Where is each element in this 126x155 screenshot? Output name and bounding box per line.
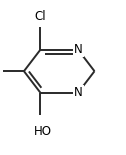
Text: N: N xyxy=(74,43,83,56)
Text: N: N xyxy=(74,86,83,99)
Text: HO: HO xyxy=(34,125,52,138)
Text: Cl: Cl xyxy=(35,10,46,23)
